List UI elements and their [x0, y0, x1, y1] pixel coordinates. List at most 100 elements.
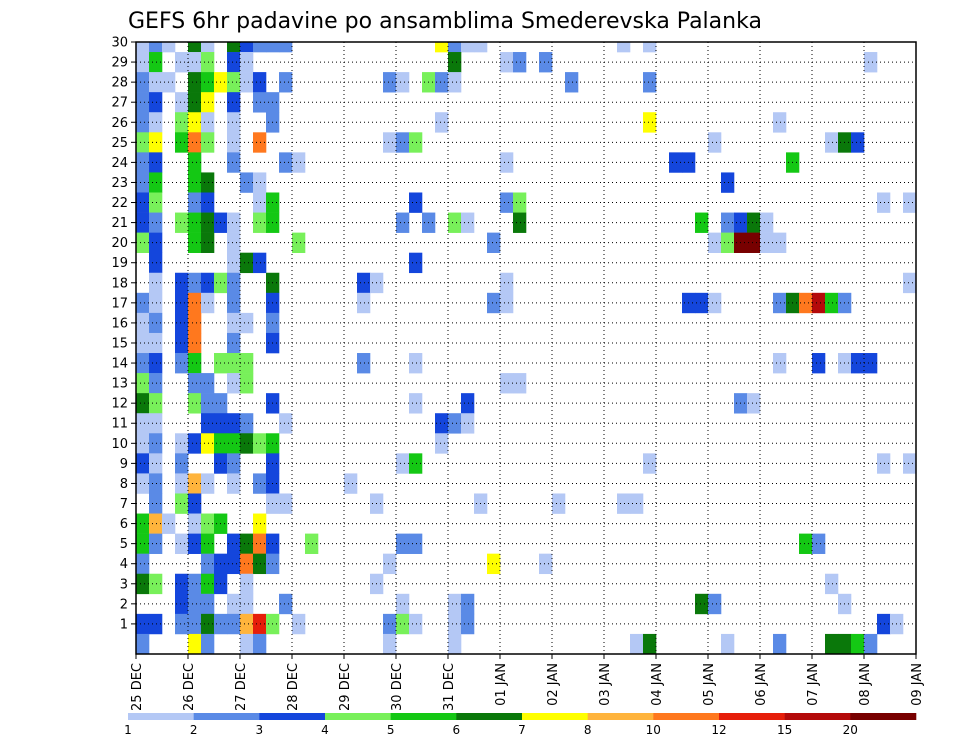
heatmap-cell — [825, 573, 839, 595]
heatmap-cell — [851, 633, 865, 655]
heatmap-cell — [201, 633, 215, 655]
heatmap-cell — [357, 272, 371, 294]
heatmap-cell — [851, 353, 865, 374]
heatmap-cell — [201, 413, 215, 434]
colorbar-label: 10 — [646, 723, 661, 737]
heatmap-cell — [825, 292, 839, 314]
x-tick-label: 30 DEC — [390, 663, 405, 711]
y-tick-label: 1 — [120, 617, 128, 632]
heatmap-cell — [435, 72, 449, 93]
heatmap-cell — [448, 212, 462, 233]
heatmap-cell — [721, 172, 735, 193]
heatmap-cell — [253, 553, 267, 575]
x-tick-label: 06 JAN — [754, 663, 769, 706]
heatmap-cell — [227, 373, 241, 394]
heatmap-cell — [149, 493, 163, 514]
heatmap-cell — [539, 52, 553, 73]
heatmap-cell — [136, 613, 150, 635]
heatmap-cell — [175, 533, 189, 554]
colorbar-label: 4 — [321, 723, 329, 737]
heatmap-cell — [201, 52, 215, 73]
heatmap-cell — [175, 52, 189, 73]
heatmap-cell — [435, 42, 449, 53]
heatmap-cell — [643, 42, 657, 53]
heatmap-cell — [188, 152, 202, 173]
y-tick-label: 25 — [111, 136, 128, 151]
heatmap-cell — [500, 292, 514, 314]
heatmap-cell — [695, 212, 709, 233]
heatmap-cell — [162, 42, 176, 53]
colorbar-label: 20 — [843, 723, 858, 737]
y-tick-label: 10 — [111, 437, 128, 452]
heatmap-cell — [136, 292, 150, 314]
heatmap-cell — [864, 353, 878, 374]
y-tick-label: 24 — [111, 156, 128, 171]
heatmap-cell — [903, 192, 917, 213]
heatmap-cell — [279, 493, 293, 514]
heatmap-cell — [266, 42, 280, 53]
heatmap-cell — [136, 353, 150, 374]
heatmap-cell — [175, 433, 189, 454]
heatmap-cell — [175, 493, 189, 514]
heatmap-cell — [175, 92, 189, 113]
colorbar-label: 5 — [387, 723, 395, 737]
y-tick-label: 26 — [111, 116, 128, 131]
heatmap-cell — [175, 272, 189, 294]
heatmap-cell — [292, 152, 306, 173]
heatmap-cell — [903, 272, 917, 294]
heatmap-cell — [188, 42, 202, 53]
heatmap-cell — [773, 232, 787, 253]
heatmap-cell — [747, 393, 761, 414]
colorbar-swatch — [850, 713, 917, 720]
y-tick-label: 28 — [111, 76, 128, 91]
heatmap-cell — [201, 292, 215, 314]
heatmap-cell — [136, 573, 150, 595]
heatmap-cell — [149, 413, 163, 434]
heatmap-cell — [409, 393, 423, 414]
heatmap-cell — [188, 292, 202, 314]
heatmap-cell — [188, 332, 202, 354]
x-tick-label: 26 DEC — [182, 663, 197, 711]
heatmap-cell — [188, 613, 202, 635]
heatmap-cell — [240, 433, 254, 454]
heatmap-cell — [500, 52, 514, 73]
heatmap-cell — [227, 212, 241, 233]
heatmap-cell — [227, 152, 241, 173]
heatmap-cell — [409, 353, 423, 374]
heatmap-cells — [136, 42, 917, 655]
heatmap-cell — [149, 533, 163, 554]
y-tick-label: 12 — [111, 397, 128, 412]
heatmap-cell — [240, 52, 254, 73]
colorbar-swatch — [456, 713, 523, 720]
plot-frame — [135, 41, 917, 655]
heatmap-cell — [487, 553, 501, 575]
heatmap-cell — [136, 212, 150, 233]
heatmap-cell — [201, 132, 215, 153]
y-tick-label: 2 — [120, 597, 128, 612]
heatmap-cell — [747, 232, 761, 253]
heatmap-cell — [175, 112, 189, 133]
heatmap-cell — [513, 192, 527, 213]
heatmap-cell — [565, 72, 579, 93]
heatmap-cell — [253, 473, 267, 494]
chart-title: GEFS 6hr padavine po ansamblima Smederev… — [128, 9, 762, 34]
heatmap-cell — [136, 72, 150, 93]
heatmap-cell — [201, 232, 215, 253]
heatmap-cell — [136, 553, 150, 575]
heatmap-cell — [188, 633, 202, 655]
heatmap-cell — [227, 553, 241, 575]
heatmap-cell — [201, 553, 215, 575]
y-tick-label: 21 — [111, 216, 128, 231]
heatmap-cell — [149, 92, 163, 113]
y-tick-label: 6 — [120, 517, 128, 532]
y-tick-label: 23 — [111, 176, 128, 191]
heatmap-cell — [201, 393, 215, 414]
heatmap-cell — [188, 112, 202, 133]
heatmap-cell — [188, 393, 202, 414]
heatmap-cell — [227, 312, 241, 334]
heatmap-cell — [149, 172, 163, 193]
heatmap-cell — [409, 453, 423, 474]
colorbar-label: 6 — [452, 723, 460, 737]
heatmap-cell — [708, 292, 722, 314]
heatmap-cell — [188, 232, 202, 253]
